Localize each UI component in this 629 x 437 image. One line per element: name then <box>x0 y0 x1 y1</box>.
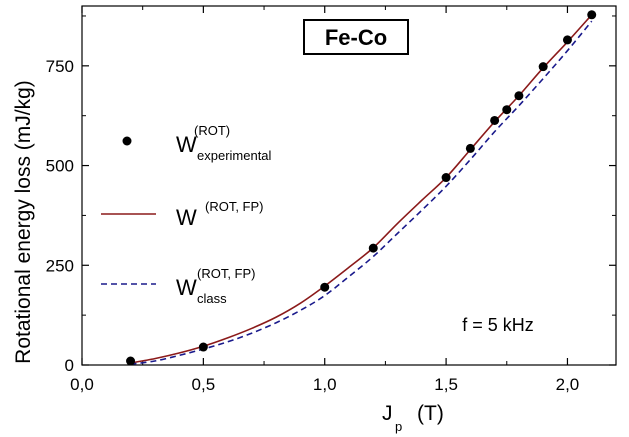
data-point-experimental <box>587 10 597 20</box>
x-axis-title-main: J <box>382 402 393 425</box>
y-tick-label: 750 <box>46 57 74 76</box>
legend-sub-experimental: experimental <box>197 148 272 163</box>
chart-title-box <box>303 19 409 55</box>
ticks-layer: 0,0 0,5 1,0 1,5 2,0 0 250 500 750 <box>46 6 616 394</box>
data-point-experimental <box>514 91 524 101</box>
data-point-experimental <box>126 356 136 366</box>
x-axis-title-unit: (T) <box>417 402 444 425</box>
data-point-experimental <box>502 105 512 115</box>
x-tick-label: 0,5 <box>192 375 216 394</box>
x-tick-label: 1,0 <box>313 375 337 394</box>
y-tick-label: 500 <box>46 157 74 176</box>
legend-item-experimental: W (ROT) experimental <box>122 123 272 163</box>
x-axis-title-sub: p <box>395 419 402 434</box>
series-line-class <box>130 20 593 365</box>
chart-title: Fe-Co <box>325 25 387 50</box>
frequency-annotation: f = 5 kHz <box>462 315 534 335</box>
y-axis-title: Rotational energy loss (mJ/kg) <box>12 80 35 364</box>
data-point-experimental <box>562 35 572 45</box>
legend-item-class: W (ROT, FP) class <box>101 266 256 306</box>
legend-sub-class: class <box>197 291 227 306</box>
legend-main-fp: W <box>176 205 197 230</box>
chart-title-group: Fe-Co <box>303 19 409 55</box>
x-axis-title: J p (T) <box>382 402 444 434</box>
legend-sup-class: (ROT, FP) <box>197 266 256 281</box>
plot-frame <box>81 5 617 366</box>
x-tick-label: 2,0 <box>556 375 580 394</box>
x-tick-label: 1,5 <box>434 375 458 394</box>
y-tick-label: 250 <box>46 256 74 275</box>
data-point-experimental <box>320 282 330 292</box>
data-point-experimental <box>441 173 451 183</box>
data-point-experimental <box>368 243 378 253</box>
legend: W (ROT) experimental W (ROT, FP) W (ROT,… <box>101 123 272 306</box>
data-point-experimental <box>198 342 208 352</box>
legend-sup-fp: (ROT, FP) <box>205 199 264 214</box>
legend-main-class: W <box>176 275 197 300</box>
legend-marker-experimental <box>122 136 132 146</box>
legend-item-fp: W (ROT, FP) <box>101 199 264 230</box>
series-layer <box>126 10 597 366</box>
y-tick-label: 0 <box>65 356 74 375</box>
legend-main-experimental: W <box>176 132 197 157</box>
data-point-experimental <box>465 143 475 153</box>
data-point-experimental <box>490 115 500 125</box>
x-tick-label: 0,0 <box>70 375 94 394</box>
legend-sup-experimental: (ROT) <box>194 123 230 138</box>
data-point-experimental <box>538 62 548 72</box>
